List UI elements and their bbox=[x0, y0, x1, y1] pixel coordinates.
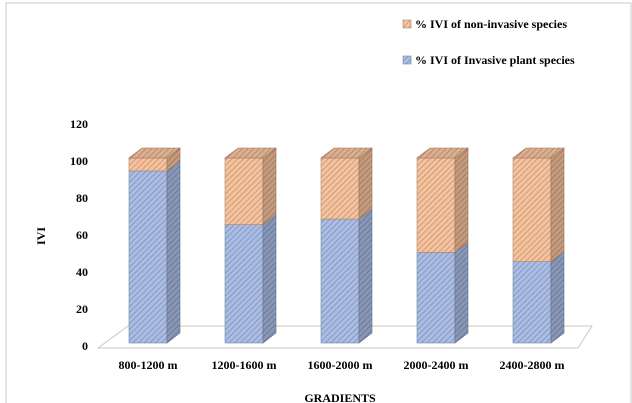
x-tick-label: 800-1200 m bbox=[119, 358, 178, 372]
y-tick-label: 80 bbox=[76, 191, 88, 205]
bar-side bbox=[454, 147, 469, 253]
y-tick-label: 20 bbox=[76, 302, 88, 316]
bar-side bbox=[358, 208, 373, 344]
bar bbox=[224, 147, 277, 226]
bar bbox=[128, 160, 181, 344]
bar-front bbox=[416, 252, 456, 344]
bar-side bbox=[166, 160, 181, 344]
bar bbox=[512, 250, 565, 344]
legend-swatch bbox=[402, 55, 412, 65]
bar-front bbox=[224, 157, 264, 225]
x-axis-label: GRADIENTS bbox=[304, 391, 376, 403]
y-tick-label: 100 bbox=[70, 154, 88, 168]
bar-front bbox=[320, 157, 360, 220]
bar-side bbox=[262, 213, 277, 344]
bar-front bbox=[128, 170, 168, 344]
bar bbox=[224, 213, 277, 344]
legend-swatch bbox=[402, 19, 412, 29]
y-tick-label: 40 bbox=[76, 265, 88, 279]
bar-front bbox=[224, 224, 264, 344]
bar-side bbox=[550, 250, 565, 344]
x-tick-label: 1200-1600 m bbox=[212, 358, 277, 372]
bar-side bbox=[358, 147, 373, 220]
bar-top bbox=[512, 147, 565, 159]
bar-front bbox=[128, 157, 168, 172]
x-tick-label: 2400-2800 m bbox=[500, 358, 565, 372]
bar bbox=[512, 147, 565, 263]
bar-front bbox=[416, 157, 456, 253]
x-tick-label: 2000-2400 m bbox=[404, 358, 469, 372]
bar-side bbox=[262, 147, 277, 226]
legend-label: % IVI of Invasive plant species bbox=[415, 53, 575, 67]
legend-label: % IVI of non-invasive species bbox=[415, 17, 567, 31]
y-tick-label: 60 bbox=[76, 228, 88, 242]
bar-side bbox=[550, 147, 565, 263]
bar-top bbox=[128, 147, 181, 159]
bar-front bbox=[512, 157, 552, 262]
bar bbox=[128, 147, 181, 172]
x-tick-label: 1600-2000 m bbox=[308, 358, 373, 372]
y-axis-label: IVI bbox=[34, 227, 48, 245]
bar-front bbox=[512, 261, 552, 344]
bar bbox=[416, 241, 469, 344]
bar-side bbox=[454, 241, 469, 344]
bar bbox=[416, 147, 469, 253]
y-tick-label: 0 bbox=[82, 339, 88, 353]
bar-front bbox=[320, 218, 360, 344]
bar-top bbox=[416, 147, 469, 159]
bar-top bbox=[224, 147, 277, 159]
bar bbox=[320, 147, 373, 220]
bar bbox=[320, 208, 373, 344]
bar-top bbox=[320, 147, 373, 159]
y-tick-label: 120 bbox=[70, 117, 88, 131]
